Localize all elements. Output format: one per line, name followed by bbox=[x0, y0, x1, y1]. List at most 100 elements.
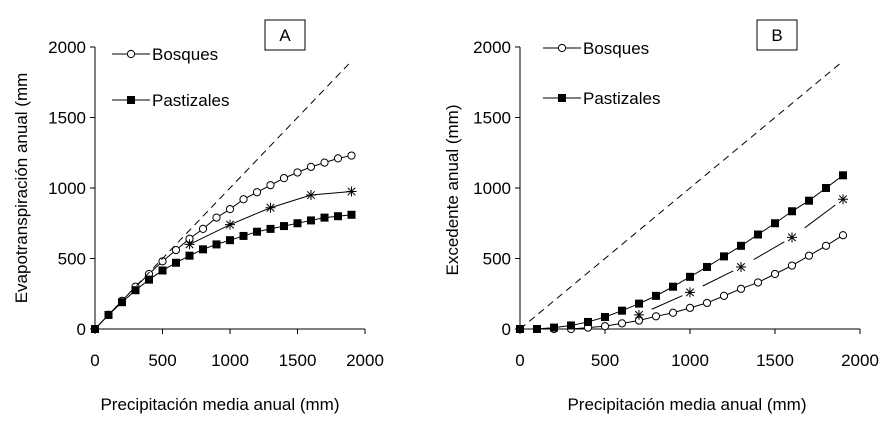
series-segment bbox=[804, 204, 836, 229]
data-point bbox=[601, 313, 609, 322]
data-point bbox=[635, 299, 643, 308]
data-point bbox=[668, 308, 678, 317]
data-point bbox=[253, 227, 261, 236]
data-point bbox=[567, 321, 575, 330]
legend: Bosques Pastizales bbox=[112, 45, 229, 110]
data-point bbox=[788, 207, 796, 216]
legend-label: Pastizales bbox=[583, 89, 660, 108]
panel-label: B bbox=[771, 26, 782, 45]
panel-label: A bbox=[279, 26, 291, 45]
data-point bbox=[306, 190, 316, 201]
y-tick-label: 1000 bbox=[473, 179, 511, 198]
data-point bbox=[839, 171, 847, 180]
x-tick-label: 1000 bbox=[671, 351, 709, 370]
y-tick-label: 0 bbox=[502, 320, 511, 339]
data-point bbox=[736, 284, 746, 293]
x-tick-label: 0 bbox=[515, 351, 524, 370]
data-point bbox=[307, 216, 315, 225]
data-point bbox=[720, 252, 728, 261]
data-point bbox=[158, 266, 167, 275]
data-point bbox=[652, 291, 660, 300]
reference-line bbox=[519, 60, 844, 330]
legend: Bosques Pastizales bbox=[543, 39, 660, 108]
data-point bbox=[306, 162, 316, 171]
data-point bbox=[212, 213, 221, 222]
data-point bbox=[804, 251, 814, 260]
data-point bbox=[838, 231, 848, 240]
y-tick-label: 500 bbox=[58, 250, 86, 269]
data-point bbox=[172, 258, 180, 267]
x-tick-label: 2000 bbox=[841, 351, 879, 370]
reference-line bbox=[94, 60, 352, 330]
x-tick-label: 500 bbox=[591, 351, 619, 370]
data-point bbox=[736, 261, 746, 272]
series-reference-1to1 bbox=[519, 60, 844, 330]
legend-marker bbox=[558, 94, 566, 102]
y-tick-label: 0 bbox=[77, 320, 86, 339]
data-point bbox=[787, 232, 797, 243]
data-point bbox=[171, 245, 181, 255]
data-point bbox=[686, 272, 694, 281]
data-point bbox=[333, 154, 343, 163]
series-bosques bbox=[515, 231, 848, 334]
data-point bbox=[805, 196, 813, 205]
legend-marker bbox=[126, 49, 136, 59]
data-point bbox=[158, 257, 167, 266]
series-asterisk bbox=[634, 194, 848, 320]
legend-label: Bosques bbox=[583, 39, 649, 58]
data-point bbox=[239, 231, 248, 240]
x-tick-label: 2000 bbox=[346, 351, 384, 370]
data-point bbox=[293, 168, 302, 177]
x-tick-label: 500 bbox=[148, 351, 176, 370]
data-point bbox=[131, 286, 140, 295]
data-point bbox=[634, 309, 644, 320]
chart-panel-b: 0 500 1000 1500 2000 0 500 1000 1500 2000 Precipit… bbox=[443, 19, 879, 414]
data-point bbox=[703, 262, 711, 271]
data-point bbox=[754, 230, 762, 239]
data-point bbox=[199, 245, 207, 254]
data-point bbox=[550, 323, 558, 332]
data-point bbox=[821, 241, 831, 250]
series-reference-1to1 bbox=[94, 60, 352, 330]
x-axis-title: Precipitación media anual (mm) bbox=[567, 395, 806, 414]
data-point bbox=[266, 181, 275, 190]
x-tick-label: 1500 bbox=[756, 351, 794, 370]
data-point bbox=[280, 222, 288, 231]
data-point bbox=[617, 319, 627, 328]
y-tick-label: 2000 bbox=[48, 38, 86, 57]
data-point bbox=[838, 194, 848, 205]
data-point bbox=[252, 188, 262, 197]
data-point bbox=[669, 282, 677, 291]
data-point bbox=[266, 224, 275, 233]
data-point bbox=[118, 298, 126, 307]
legend-label: Bosques bbox=[152, 45, 218, 64]
data-point bbox=[347, 151, 356, 160]
data-point bbox=[787, 261, 797, 270]
data-point bbox=[320, 158, 329, 167]
data-point bbox=[265, 202, 276, 213]
data-point bbox=[185, 251, 194, 260]
series-segment bbox=[702, 270, 734, 287]
panel-label-box bbox=[264, 19, 306, 51]
data-point bbox=[771, 219, 779, 228]
chart-panel-a: 0 500 1000 1500 2000 0 500 1000 1500 2000 Precipit… bbox=[12, 19, 384, 414]
data-point bbox=[198, 224, 208, 233]
y-tick-label: 1500 bbox=[48, 109, 86, 128]
data-point bbox=[225, 205, 235, 214]
data-point bbox=[753, 278, 763, 287]
data-point bbox=[279, 174, 289, 183]
x-tick-label: 1500 bbox=[279, 351, 317, 370]
legend-marker bbox=[557, 43, 567, 53]
data-point bbox=[584, 317, 592, 326]
y-tick-label: 2000 bbox=[473, 38, 511, 57]
y-tick-label: 1000 bbox=[48, 179, 86, 198]
series-pastizales bbox=[516, 171, 847, 333]
panel-label-box bbox=[756, 19, 798, 51]
data-point bbox=[320, 213, 329, 222]
legend-label: Pastizales bbox=[152, 91, 229, 110]
y-axis-title: Evapotranspiración anual (mm bbox=[12, 73, 31, 304]
data-point bbox=[346, 186, 357, 197]
data-point bbox=[600, 322, 610, 331]
y-tick-label: 500 bbox=[483, 250, 511, 269]
